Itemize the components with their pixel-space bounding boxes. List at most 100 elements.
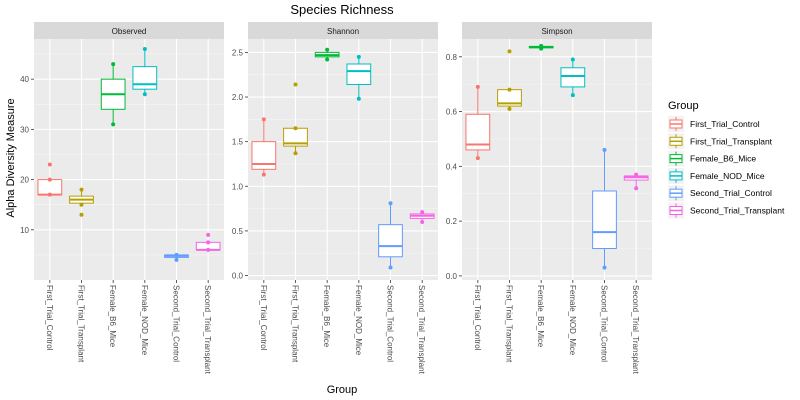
legend-label: Female_B6_Mice	[690, 154, 756, 164]
legend-item-female-nod-mice: Female_NOD_Mice	[668, 167, 765, 184]
panel-observed: Observed 10 20 30 40 First_Trial_Control First…	[20, 22, 224, 375]
box-shannon-second-trial-control	[378, 201, 403, 270]
plot-bg-observed	[34, 39, 224, 280]
box-observed-second-trial-control	[164, 252, 189, 262]
outlier-point	[79, 212, 84, 217]
data-point	[325, 57, 330, 62]
data-point	[570, 93, 575, 98]
box-iqr	[378, 224, 403, 258]
y-tick-label: 30	[20, 125, 29, 134]
x-tick-label: Female_B6_Mice	[536, 285, 545, 348]
strip-label-simpson: Simpson	[541, 27, 572, 36]
box-shannon-female-nod-mice	[346, 54, 372, 101]
x-tick-label: Second_Trial_Control	[172, 285, 181, 362]
x-tick-label: Female_B6_Mice	[108, 285, 117, 348]
box-iqr	[132, 66, 158, 90]
x-tick-label: Female_B6_Mice	[322, 285, 331, 348]
y-tick-label: 0.0	[446, 272, 458, 281]
box-observed-female-nod-mice	[132, 47, 158, 97]
legend-item-first-trial-transplant: First_Trial_Transplant	[668, 133, 773, 150]
data-point	[507, 87, 512, 92]
y-tick-label: 0.5	[232, 227, 244, 236]
x-axis-title: Group	[327, 384, 358, 396]
plot-bg-shannon	[248, 39, 438, 280]
data-point	[539, 43, 544, 48]
data-point	[602, 265, 607, 270]
strip-shannon	[248, 22, 438, 39]
x-tick-label: Second_Trial_Transplant	[203, 285, 212, 375]
data-point	[420, 210, 425, 215]
strip-observed	[34, 22, 224, 39]
box-simpson-first-trial-control	[465, 84, 491, 161]
data-point	[47, 192, 52, 197]
data-point	[79, 202, 84, 207]
data-point	[539, 46, 544, 51]
legend-label: First_Trial_Transplant	[690, 136, 773, 146]
x-tick-label: Second_Trial_Control	[386, 285, 395, 362]
data-point	[174, 252, 179, 257]
box-iqr	[346, 63, 372, 86]
y-tick-label: 0.8	[446, 53, 458, 62]
data-point	[293, 126, 298, 131]
outlier-point	[507, 49, 512, 54]
y-tick-label: 2.5	[232, 48, 244, 57]
box-iqr	[251, 141, 277, 170]
outlier-point	[293, 82, 298, 87]
box-iqr	[465, 113, 491, 151]
x-tick-label: First_Trial_Transplant	[291, 285, 300, 363]
box-simpson-female-b6-mice	[528, 43, 554, 51]
y-tick-label: 0.0	[232, 272, 244, 281]
x-tick-label: Female_NOD_Mice	[140, 285, 149, 356]
data-point	[111, 62, 116, 67]
box-iqr	[37, 179, 63, 196]
x-tick-label: First_Trial_Control	[259, 285, 268, 351]
panel-simpson: Simpson 0.0 0.2 0.4 0.6 0.8 First_Trial_Contro…	[446, 22, 652, 375]
box-shannon-second-trial-transplant	[409, 210, 435, 224]
data-point	[475, 84, 480, 89]
data-point	[293, 151, 298, 156]
y-tick-label: 10	[20, 226, 29, 235]
data-point	[174, 257, 179, 262]
strip-label-observed: Observed	[112, 27, 147, 36]
data-point	[142, 47, 147, 52]
data-point	[388, 201, 393, 206]
strip-label-shannon: Shannon	[327, 27, 359, 36]
legend-label: Second_Trial_Transplant	[690, 206, 785, 216]
data-point	[634, 186, 639, 191]
x-tick-label: Second_Trial_Transplant	[631, 285, 640, 375]
box-observed-first-trial-control	[37, 162, 63, 197]
y-tick-label: 0.6	[446, 108, 458, 117]
legend-item-second-trial-control: Second_Trial_Control	[668, 185, 772, 202]
facet-panels: Observed 10 20 30 40 First_Trial_Control First…	[20, 22, 652, 375]
data-point	[475, 156, 480, 161]
panel-shannon: Shannon 0.0 0.5 1.0 1.5 2.0 2.5 First_Trial_Con…	[232, 22, 438, 375]
y-tick-label: 20	[20, 176, 29, 185]
box-observed-female-b6-mice	[100, 62, 126, 127]
data-point	[388, 265, 393, 270]
data-point	[206, 247, 211, 252]
x-tick-label: Female_NOD_Mice	[568, 285, 577, 356]
x-tick-label: Female_NOD_Mice	[354, 285, 363, 356]
data-point	[47, 177, 52, 182]
box-observed-first-trial-transplant	[69, 187, 94, 217]
box-simpson-second-trial-control	[592, 147, 617, 270]
x-tick-label: Second_Trial_Control	[600, 285, 609, 362]
box-shannon-female-b6-mice	[314, 47, 340, 62]
x-tick-label: First_Trial_Control	[473, 285, 482, 351]
y-tick-label: 1.5	[232, 138, 244, 147]
box-shannon-first-trial-control	[251, 117, 277, 177]
box-iqr	[560, 67, 586, 88]
box-simpson-second-trial-transplant	[623, 172, 649, 191]
y-axis-title: Alpha Diversity Measure	[5, 98, 17, 217]
box-simpson-female-nod-mice	[560, 57, 586, 98]
data-point	[261, 172, 266, 177]
legend-item-female-b6-mice: Female_B6_Mice	[668, 150, 756, 167]
legend-label: First_Trial_Control	[690, 119, 760, 129]
data-point	[420, 219, 425, 224]
x-tick-label: First_Trial_Control	[45, 285, 54, 351]
plot-bg-simpson	[462, 39, 652, 280]
y-tick-label: 0.4	[446, 162, 458, 171]
legend-label: Second_Trial_Control	[690, 188, 772, 198]
data-point	[325, 47, 330, 52]
data-point	[570, 57, 575, 62]
